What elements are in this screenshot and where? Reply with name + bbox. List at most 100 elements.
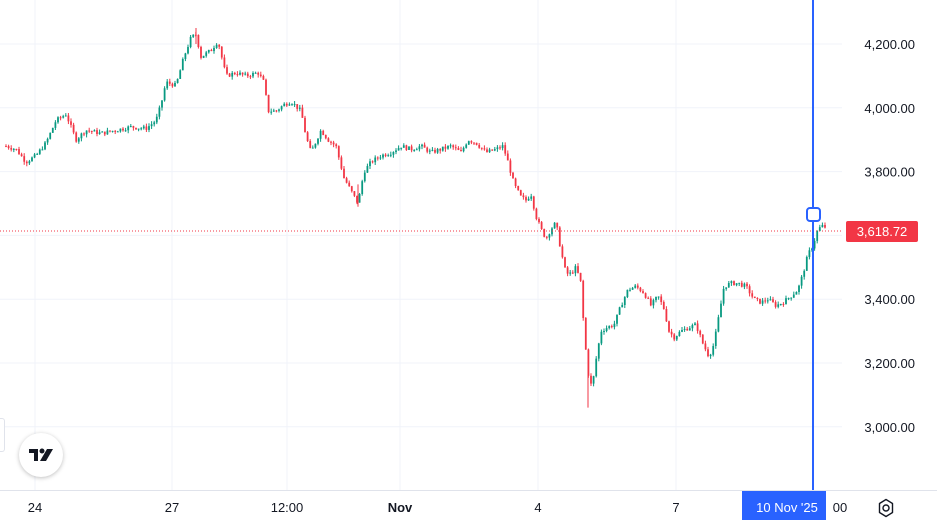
- candle-body: [759, 298, 761, 304]
- x-tick-label: Nov: [388, 500, 413, 515]
- candle-body: [431, 149, 434, 151]
- gear-glyph: [878, 498, 894, 518]
- candle-body: [772, 299, 774, 303]
- candle-body: [561, 246, 564, 258]
- candle-body: [395, 150, 397, 153]
- candle-body: [447, 145, 449, 149]
- candle-layer: [5, 28, 826, 408]
- candle-body: [210, 49, 213, 52]
- candle-body: [795, 292, 798, 295]
- candle-body: [309, 141, 312, 148]
- candle-body: [150, 124, 153, 127]
- candle-body: [202, 55, 205, 58]
- y-tick-label: 4,000.00: [864, 101, 915, 116]
- candle-body: [816, 230, 819, 241]
- candle-body: [259, 74, 262, 77]
- candle-body: [699, 330, 702, 335]
- candle-body: [717, 317, 720, 332]
- candle-body: [777, 304, 780, 307]
- candle-body: [361, 181, 364, 194]
- candle-body: [296, 104, 299, 109]
- candle-body: [64, 115, 67, 117]
- candle-body: [480, 147, 483, 149]
- candle-body: [353, 191, 356, 196]
- x-axis[interactable]: 24 27 12:00 Nov 4 7 00: [28, 500, 847, 515]
- candle-body: [304, 117, 306, 133]
- crosshair-date-badge: 10 Nov '25: [742, 491, 826, 520]
- candle-body: [634, 285, 637, 288]
- candle-body: [387, 155, 390, 157]
- candle-body: [486, 149, 488, 153]
- candle-body: [7, 146, 10, 149]
- candle-body: [426, 147, 429, 152]
- candle-body: [67, 115, 70, 122]
- last-price-badge: 3,618.72: [846, 221, 918, 242]
- candle-body: [673, 334, 676, 340]
- candle-body: [574, 266, 577, 274]
- candle-body: [171, 83, 174, 87]
- candle-body: [51, 127, 54, 133]
- candle-body: [161, 100, 163, 108]
- candle-body: [813, 240, 816, 249]
- candle-body: [467, 141, 470, 145]
- candle-body: [548, 234, 551, 238]
- y-axis[interactable]: 4,200.00 4,000.00 3,800.00 3,400.00 3,200.00…: [864, 37, 915, 435]
- candle-body: [522, 195, 525, 198]
- candle-body: [12, 148, 15, 150]
- candle-body: [137, 128, 140, 130]
- tradingview-logo-icon[interactable]: [19, 433, 63, 477]
- side-panel-handle[interactable]: [0, 418, 5, 452]
- candle-body: [101, 131, 104, 133]
- candle-body: [283, 103, 286, 107]
- candle-body: [371, 161, 374, 163]
- candle-body: [506, 153, 509, 161]
- candle-body: [72, 124, 75, 133]
- candle-body: [23, 156, 26, 162]
- candle-body: [348, 182, 351, 187]
- candle-body: [756, 298, 759, 300]
- candle-body: [707, 349, 709, 357]
- candle-body: [543, 228, 546, 237]
- candle-body: [532, 196, 535, 209]
- candle-body: [374, 157, 377, 163]
- candle-body: [519, 190, 522, 196]
- candle-body: [288, 104, 291, 106]
- candle-body: [727, 283, 730, 288]
- candle-body: [610, 326, 613, 328]
- candle-body: [226, 67, 228, 74]
- candle-body: [272, 110, 275, 112]
- candle-body: [98, 132, 101, 135]
- x-tick-label: 4: [534, 500, 541, 515]
- candle-body: [675, 336, 678, 340]
- crosshair-handle-icon[interactable]: [806, 207, 821, 222]
- candle-body: [688, 328, 691, 331]
- candle-body: [642, 291, 644, 294]
- candle-body: [556, 222, 559, 228]
- candle-body: [454, 147, 457, 149]
- candle-body: [618, 307, 621, 315]
- x-tick-label: 7: [672, 500, 679, 515]
- last-price-label: 3,618.72: [857, 224, 908, 239]
- gear-icon[interactable]: [874, 496, 898, 520]
- candle-body: [314, 143, 317, 148]
- candle-body: [207, 49, 210, 53]
- candle-body: [639, 287, 642, 292]
- candle-body: [285, 103, 288, 106]
- candle-body: [96, 130, 98, 135]
- candle-body: [787, 298, 790, 300]
- candle-body: [155, 116, 158, 123]
- candle-body: [25, 161, 28, 164]
- candle-body: [280, 106, 283, 110]
- candle-body: [93, 130, 96, 132]
- candle-body: [704, 343, 707, 350]
- candle-body: [340, 157, 343, 169]
- candle-body: [769, 299, 772, 301]
- candle-body: [491, 149, 494, 151]
- candle-body: [382, 154, 384, 158]
- candle-body: [241, 72, 244, 75]
- candle-body: [678, 331, 681, 337]
- y-tick-label: 4,200.00: [864, 37, 915, 52]
- candle-body: [465, 144, 468, 148]
